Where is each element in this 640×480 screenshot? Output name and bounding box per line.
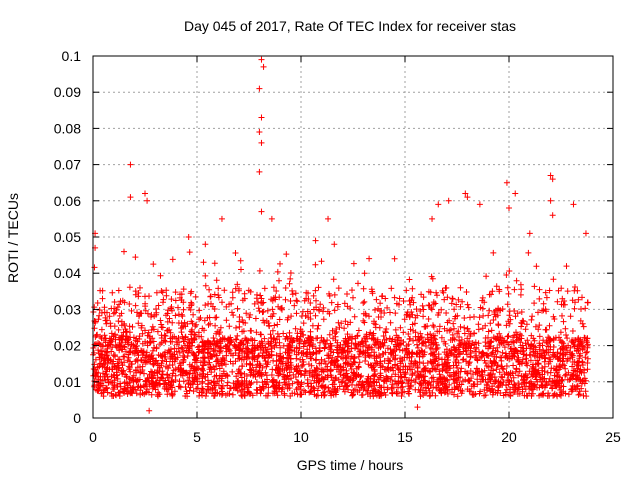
data-point <box>127 194 134 201</box>
x-tick-label: 25 <box>605 429 621 445</box>
data-point <box>256 129 263 136</box>
y-tick-label: 0.01 <box>54 374 81 390</box>
data-point <box>256 168 263 175</box>
data-point <box>445 197 452 204</box>
y-tick-label: 0.1 <box>62 48 82 64</box>
y-tick-label: 0.05 <box>54 229 81 245</box>
data-point <box>503 179 510 186</box>
data-point <box>268 215 275 222</box>
data-point <box>476 201 483 208</box>
x-tick-label: 5 <box>193 429 201 445</box>
y-tick-label: 0.09 <box>54 84 81 100</box>
data-point <box>506 205 512 212</box>
chart-title: Day 045 of 2017, Rate Of TEC Index for r… <box>184 18 516 34</box>
data-point <box>260 63 267 70</box>
data-point <box>331 241 338 248</box>
data-point <box>570 201 577 208</box>
data-point <box>218 215 225 222</box>
y-axis-ticks: 0 0.01 0.02 0.03 0.04 0.05 0.06 0.07 0.08 0.09 0.1 <box>54 48 613 426</box>
x-tick-label: 10 <box>293 429 309 445</box>
data-point <box>258 56 265 63</box>
data-point <box>312 237 319 244</box>
y-tick-label: 0.02 <box>54 338 81 354</box>
data-point <box>185 234 192 240</box>
y-tick-label: 0 <box>73 410 81 426</box>
data-point <box>547 172 554 179</box>
y-tick-label: 0.06 <box>54 193 81 209</box>
data-point <box>142 190 148 197</box>
x-tick-label: 20 <box>501 429 517 445</box>
data-point <box>258 139 265 146</box>
data-point <box>512 190 519 197</box>
data-point <box>435 201 442 208</box>
data-point <box>464 194 471 201</box>
data-point <box>547 197 554 204</box>
x-tick-label: 0 <box>89 429 97 445</box>
data-point <box>202 241 209 248</box>
x-axis-label: GPS time / hours <box>297 457 404 473</box>
data-point <box>144 197 151 204</box>
y-tick-label: 0.03 <box>54 301 81 317</box>
data-point <box>325 215 332 222</box>
data-point <box>258 114 265 121</box>
y-tick-label: 0.04 <box>54 265 81 281</box>
y-axis-label: ROTI / TECUs <box>5 193 21 283</box>
x-axis-ticks: 0 5 10 15 20 25 <box>89 56 621 445</box>
data-point <box>526 230 533 237</box>
data-point <box>414 404 421 411</box>
data-point <box>256 85 263 92</box>
y-tick-label: 0.08 <box>54 120 81 136</box>
y-tick-label: 0.07 <box>54 157 81 173</box>
data-point <box>127 161 134 168</box>
scatter-cloud <box>90 260 591 400</box>
data-point <box>146 407 153 414</box>
data-points <box>90 56 591 414</box>
data-point <box>258 208 265 215</box>
data-point <box>549 212 556 219</box>
data-point <box>429 215 436 222</box>
data-point <box>582 230 589 237</box>
data-point <box>549 176 556 183</box>
x-tick-label: 15 <box>397 429 413 445</box>
data-point <box>462 190 469 197</box>
